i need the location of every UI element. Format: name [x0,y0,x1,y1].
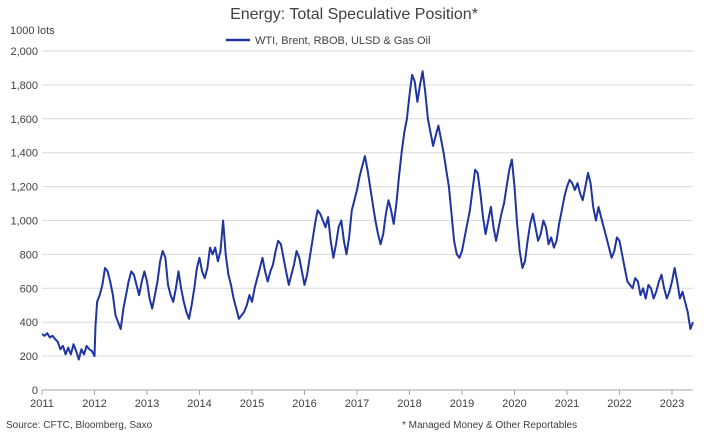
x-tick-label: 2013 [135,398,159,410]
y-tick-label: 1,400 [10,148,38,160]
x-tick-label: 2020 [502,398,526,410]
y-tick-label: 600 [20,283,38,295]
x-tick-label: 2012 [82,398,106,410]
x-tick-label: 2011 [30,398,54,410]
legend-label: WTI, Brent, RBOB, ULSD & Gas Oil [255,35,430,47]
x-tick-label: 2019 [450,398,474,410]
x-tick-label: 2015 [240,398,264,410]
x-tick-label: 2018 [397,398,421,410]
y-axis-unit: 1000 lots [10,25,55,37]
y-axis: 0 200 400 600 800 1,000 1,200 1,400 1,600 1,800 2,… [10,46,38,397]
x-tick-label: 2023 [660,398,684,410]
y-tick-label: 1,200 [10,182,38,194]
series-line [41,70,694,361]
y-tick-label: 400 [20,317,38,329]
gridlines [42,50,693,391]
x-tick-label: 2022 [607,398,631,410]
y-tick-label: 1,800 [10,80,38,92]
y-tick-label: 0 [32,385,38,397]
x-axis: 2011 2012 2013 2014 2015 2016 2017 2018 2019 2020… [30,390,684,410]
x-tick-label: 2017 [345,398,369,410]
series-layer [41,70,694,361]
x-tick-label: 2021 [555,398,579,410]
y-tick-label: 1,600 [10,114,38,126]
y-tick-label: 1,000 [10,216,38,228]
source-note: Source: CFTC, Bloomberg, Saxo [6,420,153,431]
y-tick-label: 800 [20,249,38,261]
footnote: * Managed Money & Other Reportables [402,420,577,431]
y-tick-label: 200 [20,351,38,363]
chart-title: Energy: Total Speculative Position* [230,6,478,23]
y-tick-label: 2,000 [10,46,38,58]
x-tick-label: 2014 [187,398,211,410]
x-tick-label: 2016 [292,398,316,410]
legend: WTI, Brent, RBOB, ULSD & Gas Oil [226,35,430,47]
